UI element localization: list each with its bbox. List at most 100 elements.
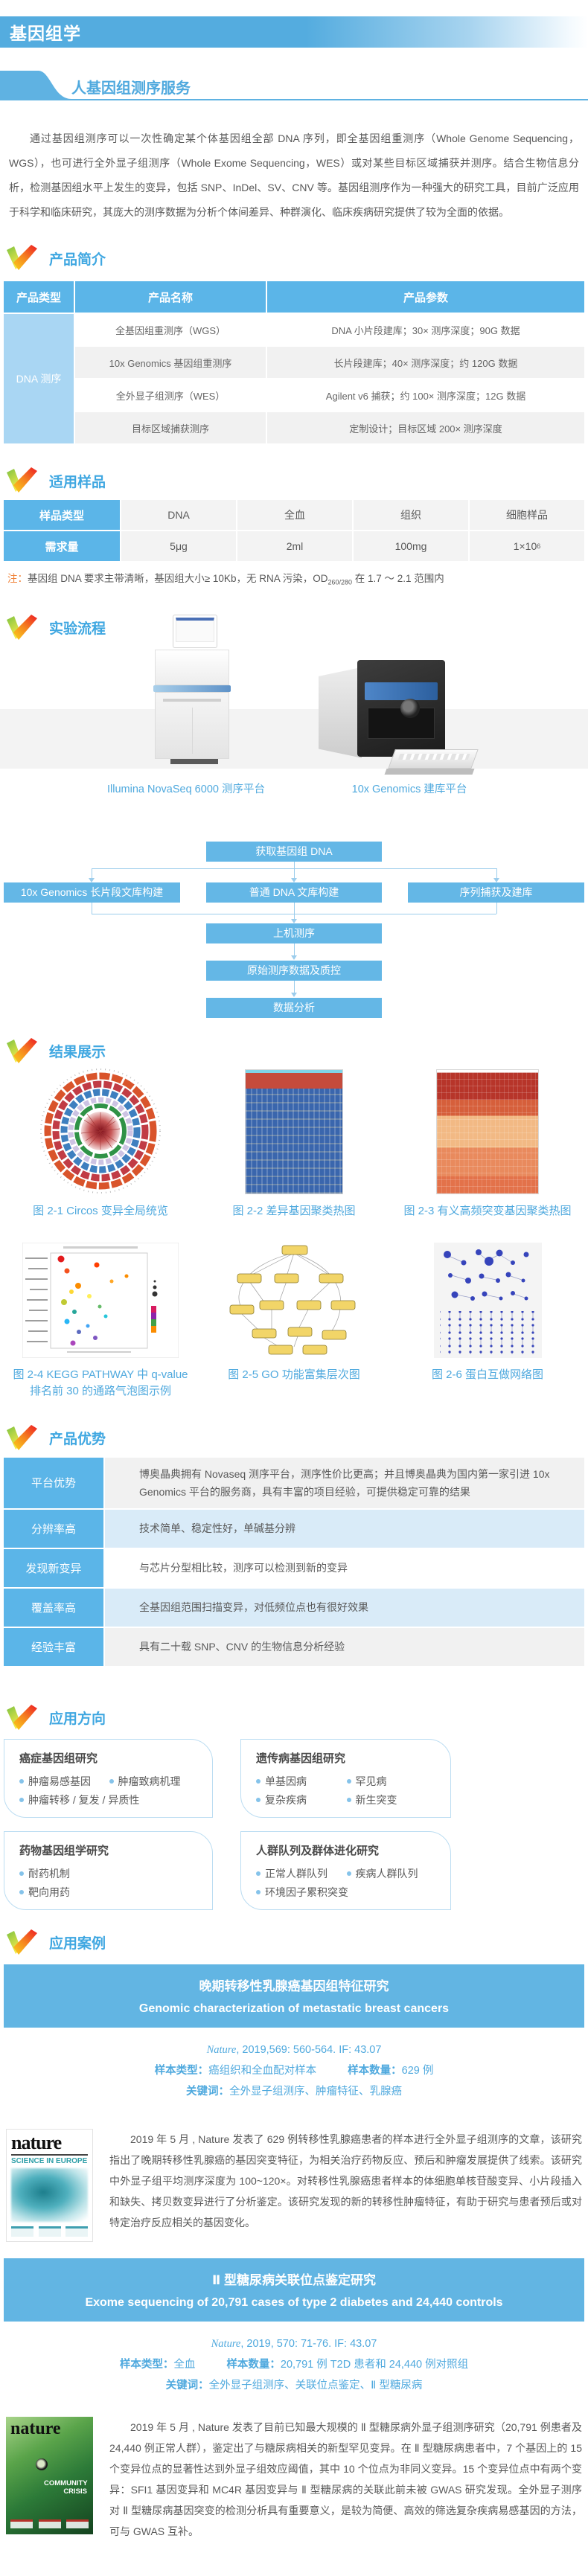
- row-header: 需求量: [4, 531, 120, 561]
- advantage-label: 覆盖率高: [4, 1588, 103, 1627]
- sample-type: 细胞样品: [470, 500, 584, 530]
- card-item: 单基因病: [256, 1772, 347, 1791]
- chromium-caption: 10x Genomics 建库平台: [351, 783, 467, 795]
- checkmark-icon: [7, 614, 37, 640]
- case-paragraph: 2019 年 5 月 , Nature 发表了目前已知最大规模的 Ⅱ 型糖尿病外…: [109, 2420, 582, 2537]
- nature-journal-cover: nature SCIENCE IN EUROPE: [6, 2128, 93, 2242]
- figure-ppi-network: 图 2-6 蛋白互做网络图: [391, 1239, 584, 1400]
- note-label: 注：: [7, 573, 28, 584]
- case-title-cn: Ⅱ 型糖尿病关联位点鉴定研究: [212, 2272, 376, 2287]
- section-header-results: 结果展示: [0, 1037, 588, 1065]
- card-title: 人群队列及群体进化研究: [256, 1844, 380, 1857]
- case-title-en: Genomic characterization of metastatic b…: [138, 2002, 450, 2015]
- workflow-flowchart: 获取基因组 DNA 10x Genomics 长片段文库构建 普通 DNA 文库…: [0, 841, 588, 1020]
- sample-type: 组织: [354, 500, 468, 530]
- cover-subtitle: SCIENCE IN EUROPE: [11, 2156, 88, 2165]
- product-params: Agilent v6 捕获；约 100× 测序深度；12G 数据: [267, 379, 584, 411]
- cover-artwork: [11, 2168, 88, 2222]
- bullet-dot: [256, 1890, 261, 1895]
- case1-meta: Nature, 2019,569: 560-564. IF: 43.07 样本类…: [0, 2040, 588, 2102]
- heatmap-image: [245, 1068, 343, 1194]
- column-header: 产品类型: [4, 281, 74, 313]
- column-header: 产品名称: [75, 281, 266, 313]
- card-title: 遗传病基因组研究: [256, 1752, 346, 1765]
- product-params: DNA 小片段建库；30× 测序深度；90G 数据: [267, 314, 584, 345]
- bullet-dot: [346, 1871, 351, 1877]
- case-citation: Nature, 2019,569: 560-564. IF: 43.07: [206, 2043, 382, 2056]
- product-params: 长片段建库；40× 测序深度；约 120G 数据: [267, 347, 584, 378]
- advantage-text: 全基因组范围扫描变异，对低频位点也有很好效果: [105, 1588, 584, 1627]
- case-keywords: 关键词：全外显子组测序、肿瘤特征、乳腺癌: [186, 2085, 402, 2098]
- figure-caption: 图 2-2 差异基因聚类热图: [232, 1204, 356, 1217]
- case-citation: Nature, 2019, 570: 71-76. IF: 43.07: [211, 2337, 377, 2350]
- instrument-captions: Illumina NovaSeq 6000 测序平台 10x Genomics …: [0, 781, 588, 797]
- application-cards: 癌症基因组研究 肿瘤易感基因 肿瘤致病机理 肿瘤转移 / 复发 / 异质性 遗传…: [4, 1738, 584, 1910]
- flow-branch: 10x Genomics 长片段文库构建: [4, 882, 180, 903]
- figure-caption: 图 2-1 Circos 变异全局统览: [33, 1204, 168, 1217]
- wave-decoration: [0, 71, 71, 99]
- advantage-text: 具有二十载 SNP、CNV 的生物信息分析经验: [105, 1627, 584, 1666]
- bullet-dot: [256, 1798, 261, 1803]
- advantage-row: 经验丰富 具有二十载 SNP、CNV 的生物信息分析经验: [4, 1627, 584, 1666]
- heatmap-image: [436, 1068, 539, 1194]
- section-header-workflow: 实验流程: [0, 614, 588, 641]
- section-header-advantages: 产品优势: [0, 1424, 588, 1452]
- card-title: 药物基因组学研究: [19, 1844, 109, 1857]
- flow-branch: 序列捕获及建库: [408, 882, 584, 903]
- sample-type: DNA: [121, 500, 236, 530]
- case-title-en: Exome sequencing of 20,791 cases of type…: [85, 2295, 503, 2309]
- figure-circos: 图 2-1 Circos 变异全局统览: [4, 1068, 197, 1220]
- product-name: 目标区域捕获测序: [75, 412, 266, 443]
- figure-kegg-bubble: 图 2-4 KEGG PATHWAY 中 q-value 排名前 30 的通路气…: [4, 1239, 197, 1400]
- section-header-samples: 适用样品: [0, 467, 588, 494]
- bubble-plot-image: [22, 1242, 179, 1358]
- section-title: 产品优势: [49, 1432, 106, 1448]
- card-item: 肿瘤致病机理: [109, 1772, 199, 1791]
- figure-heatmap-diff: 图 2-2 差异基因聚类热图: [197, 1068, 391, 1220]
- bullet-dot: [109, 1779, 114, 1784]
- advantage-label: 经验丰富: [4, 1627, 103, 1666]
- section-title: 应用方向: [49, 1711, 106, 1728]
- checkmark-icon: [7, 1704, 37, 1730]
- flow-step: 获取基因组 DNA: [206, 841, 382, 862]
- instrument-photos: [0, 614, 588, 779]
- card-item: 耐药机制: [19, 1865, 199, 1883]
- case-paragraph: 2019 年 5 月 , Nature 发表了 629 例转移性乳腺癌患者的样本…: [109, 2133, 582, 2229]
- 10x-chromium-instrument-image: [319, 659, 479, 775]
- card-item: 肿瘤转移 / 复发 / 异质性: [19, 1791, 199, 1810]
- card-item: 疾病人群队列: [346, 1865, 438, 1883]
- sample-note: 注：基因组 DNA 要求主带清晰，基因组大小≥ 10Kb，无 RNA 污染，OD…: [7, 573, 444, 586]
- bullet-dot: [256, 1779, 261, 1784]
- section-title: 结果展示: [49, 1045, 106, 1061]
- page-banner: 基因组学: [0, 16, 588, 48]
- case1-title-banner: 晚期转移性乳腺癌基因组特征研究 Genomic characterization…: [4, 1964, 584, 2028]
- advantage-label: 平台优势: [4, 1457, 103, 1508]
- nature-journal-cover: nature COMMUNITY CRISIS: [6, 2416, 93, 2534]
- sample-amount: 5μg: [121, 531, 236, 561]
- advantages-table: 平台优势 博奥晶典拥有 Novaseq 测序平台，测序性价比更高；并且博奥晶典为…: [4, 1457, 584, 1666]
- advantage-text: 博奥晶典拥有 Novaseq 测序平台，测序性价比更高；并且博奥晶典为国内第一家…: [105, 1457, 584, 1508]
- figure-caption: 图 2-6 蛋白互做网络图: [431, 1368, 543, 1381]
- section-header-product: 产品简介: [0, 245, 588, 272]
- row-header: 样品类型: [4, 500, 120, 530]
- page-title: 基因组学: [10, 24, 81, 43]
- sample-table: 样品类型 DNA 全血 组织 细胞样品 需求量 5μg 2ml 100mg 1×…: [4, 500, 584, 561]
- case-samples: 样本类型：癌组织和全血配对样本 样本数量：629 例: [154, 2064, 434, 2077]
- card-item: 肿瘤易感基因: [19, 1772, 109, 1791]
- card-item: 罕见病: [346, 1772, 438, 1791]
- figure-caption: 图 2-4 KEGG PATHWAY 中 q-value 排名前 30 的通路气…: [13, 1368, 188, 1397]
- figure-heatmap-mutation: 图 2-3 有义高频突变基因聚类热图: [391, 1068, 584, 1220]
- journal-masthead: nature: [11, 2131, 62, 2153]
- flow-step: 原始测序数据及质控: [206, 960, 382, 981]
- advantage-label: 分辨率高: [4, 1509, 103, 1548]
- section-header-cases: 应用案例: [0, 1929, 588, 1956]
- bullet-dot: [256, 1871, 261, 1877]
- card-item: 靶向用药: [19, 1883, 199, 1902]
- circos-plot-image: [40, 1068, 161, 1194]
- figure-caption: 图 2-5 GO 功能富集层次图: [228, 1368, 360, 1381]
- background-band: [0, 708, 588, 769]
- section-title: 产品简介: [49, 251, 106, 268]
- flow-step: 上机测序: [206, 923, 382, 943]
- bullet-dot: [19, 1798, 24, 1803]
